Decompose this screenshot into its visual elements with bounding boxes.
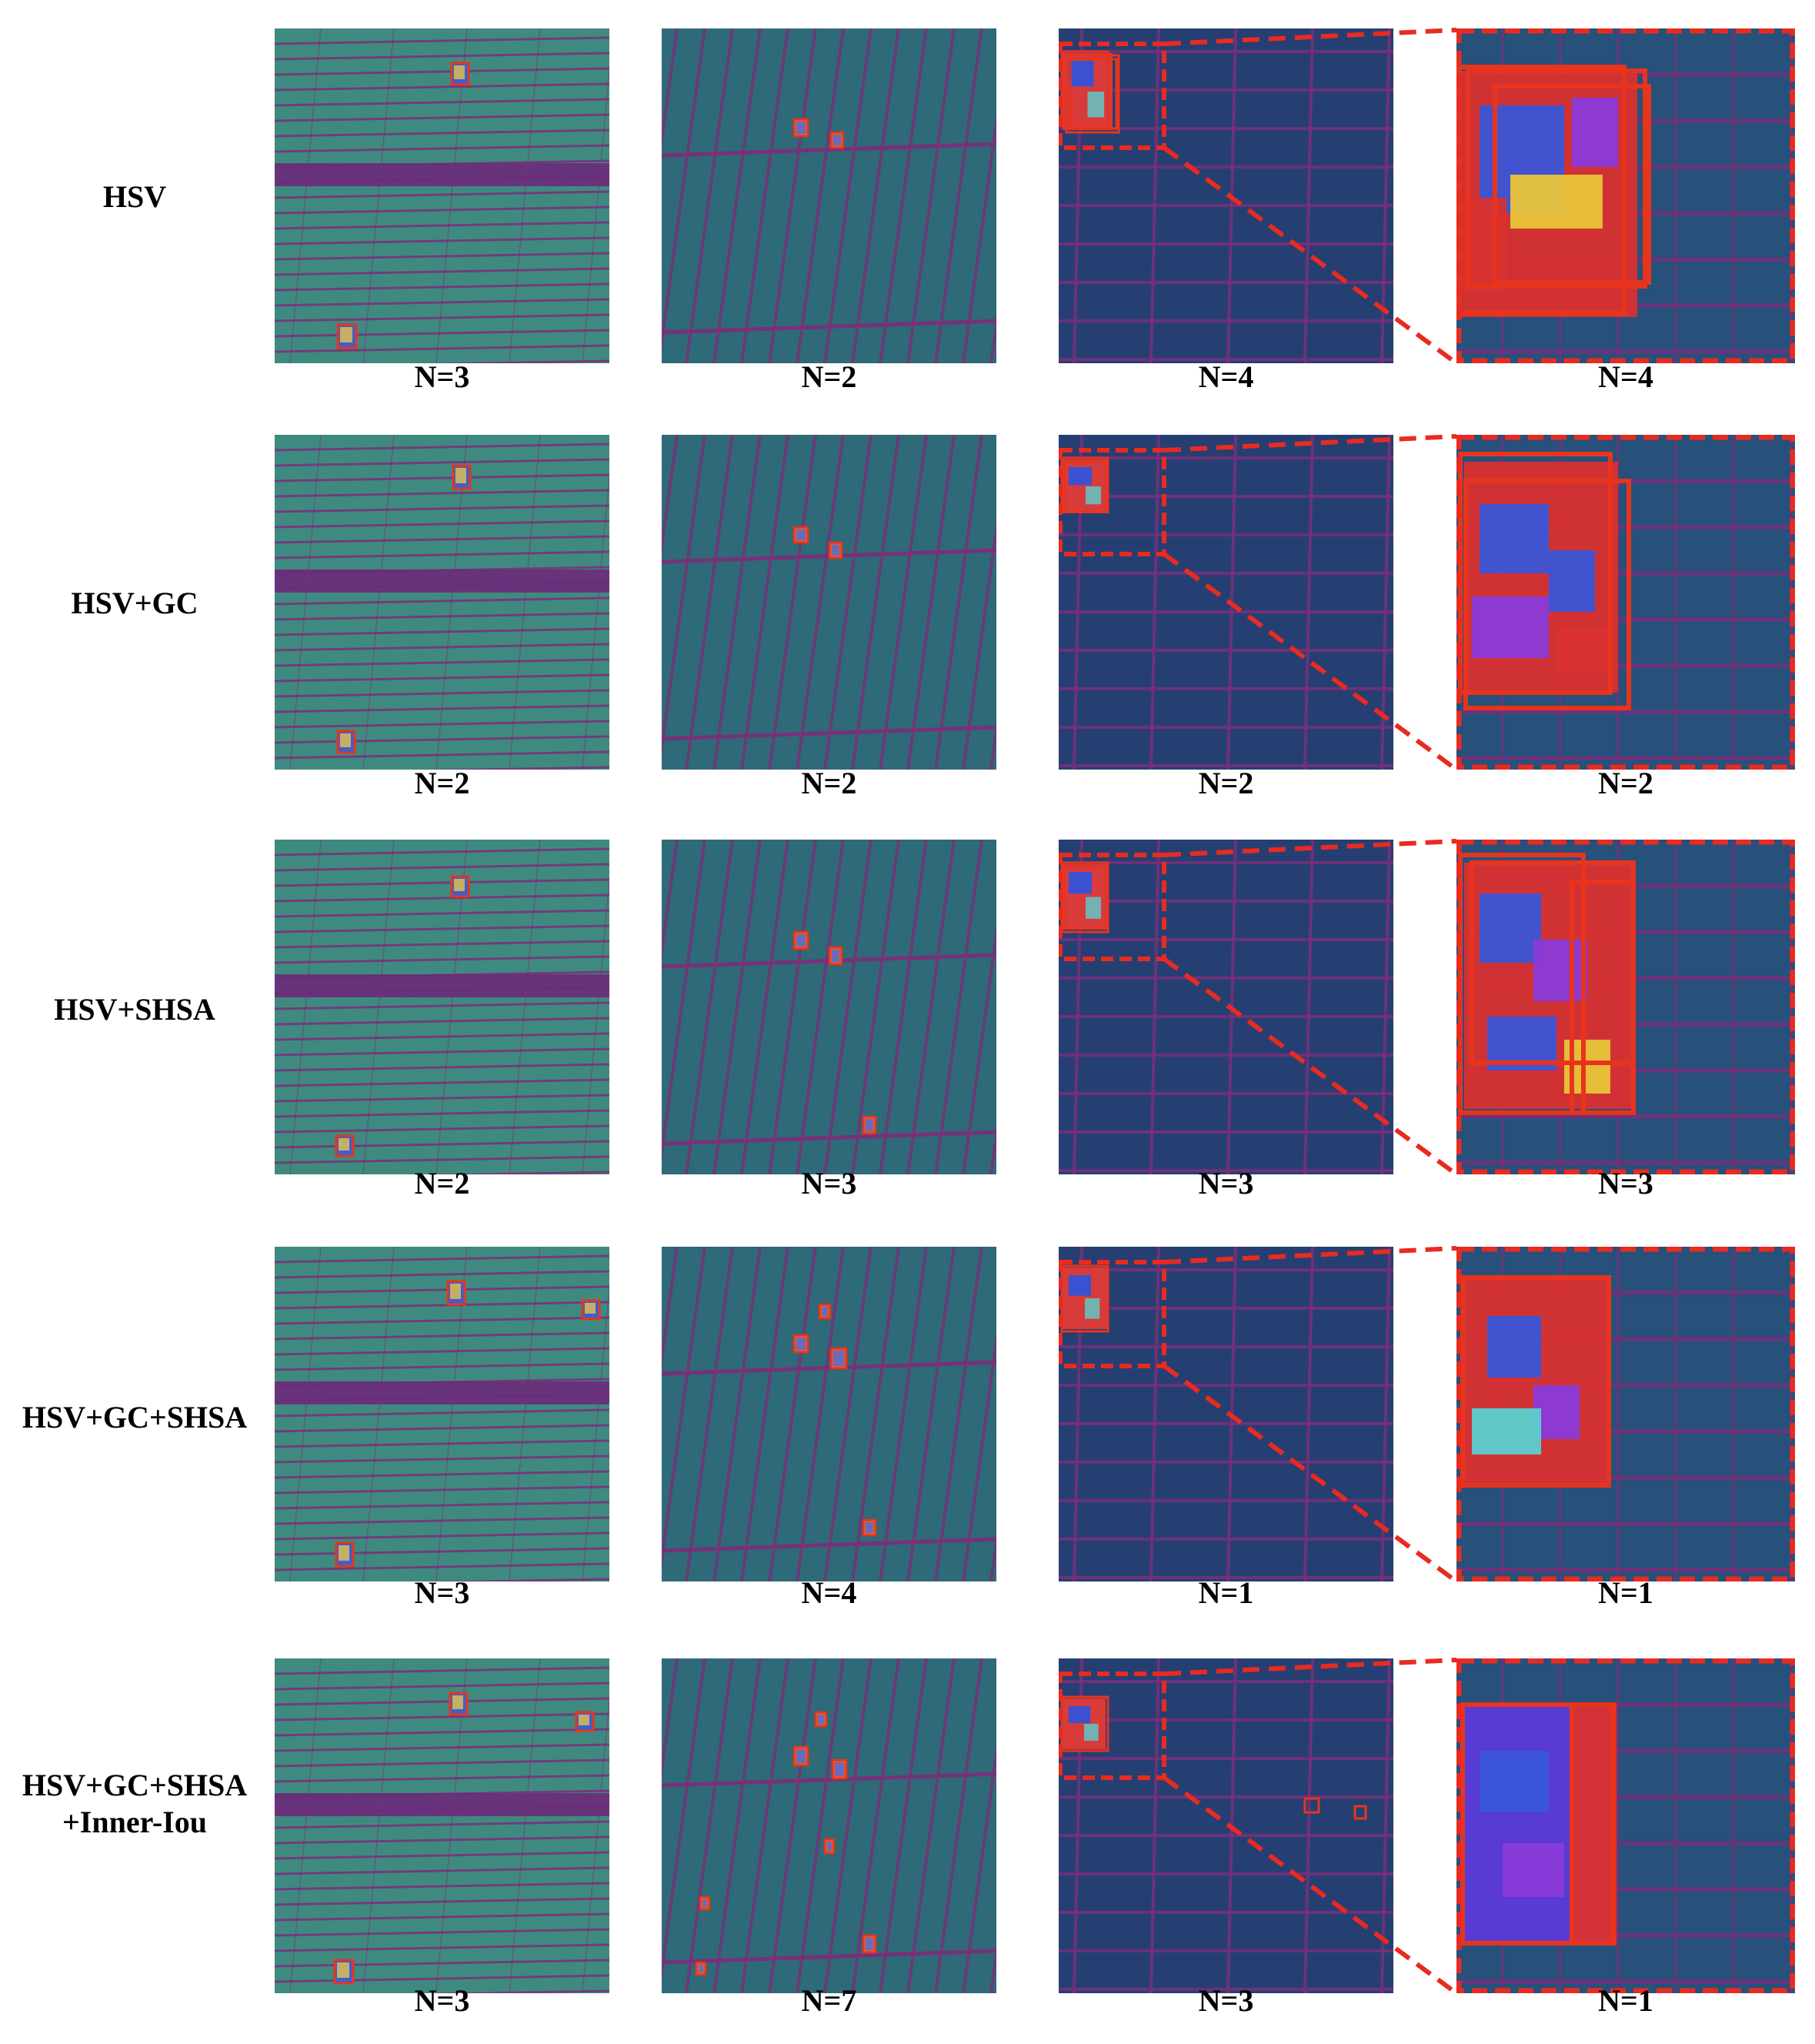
count-label-r1-c3: N=4	[1198, 359, 1254, 394]
count-label-r4-c2: N=4	[801, 1575, 857, 1610]
count-label-r2-c3: N=2	[1198, 766, 1254, 800]
panel-r3-c4	[1456, 840, 1795, 1174]
panel-r1-c2	[662, 28, 996, 363]
row-label-4: HSV+GC+SHSA	[22, 1400, 248, 1434]
panel-r4-c4	[1456, 1247, 1795, 1581]
count-label-r1-c2: N=2	[801, 359, 857, 394]
panel-r1-c3	[1059, 28, 1393, 363]
row-label-5-text: HSV+GC+SHSA +Inner-Iou	[22, 1768, 248, 1839]
panel-r5-c4	[1456, 1658, 1795, 1993]
panel-r2-c3	[1059, 435, 1393, 770]
count-label-r3-c4: N=3	[1598, 1166, 1653, 1201]
panel-r2-c2	[662, 435, 996, 770]
row-label-2: HSV+GC	[71, 586, 199, 620]
panel-r2-c4	[1456, 435, 1795, 770]
panel-r4-c3	[1059, 1247, 1393, 1581]
panel-r1-c1	[275, 28, 609, 363]
count-label-r5-c2: N=7	[801, 1983, 857, 2018]
count-label-r2-c1: N=2	[414, 766, 470, 800]
panel-r4-c1	[275, 1247, 609, 1581]
count-label-r3-c3: N=3	[1198, 1166, 1254, 1201]
count-label-r4-c3: N=1	[1198, 1575, 1254, 1610]
panel-r5-c2	[662, 1658, 996, 1993]
count-label-r5-c3: N=3	[1198, 1983, 1254, 2018]
panel-r2-c1	[275, 435, 609, 770]
panel-r1-c4	[1456, 28, 1795, 363]
panel-r4-c2	[662, 1247, 996, 1581]
count-label-r5-c1: N=3	[414, 1983, 470, 2018]
row-label-3: HSV+SHSA	[54, 992, 215, 1027]
panel-r3-c3	[1059, 840, 1393, 1174]
count-label-r3-c2: N=3	[801, 1166, 857, 1201]
count-label-r1-c1: N=3	[414, 359, 470, 394]
panel-r5-c3	[1059, 1658, 1393, 1993]
count-label-r2-c2: N=2	[801, 766, 857, 800]
row-label-1: HSV	[102, 179, 167, 214]
count-label-r2-c4: N=2	[1598, 766, 1653, 800]
count-label-r4-c4: N=1	[1598, 1575, 1653, 1610]
row-label-5: HSV+GC+SHSA +Inner-Iou	[0, 1767, 269, 1841]
panel-r3-c2	[662, 840, 996, 1174]
count-label-r4-c1: N=3	[414, 1575, 470, 1610]
count-label-r3-c1: N=2	[414, 1166, 470, 1201]
count-label-r5-c4: N=1	[1598, 1983, 1653, 2018]
count-label-r1-c4: N=4	[1598, 359, 1653, 394]
panel-r5-c1	[275, 1658, 609, 1993]
panel-r3-c1	[275, 840, 609, 1174]
